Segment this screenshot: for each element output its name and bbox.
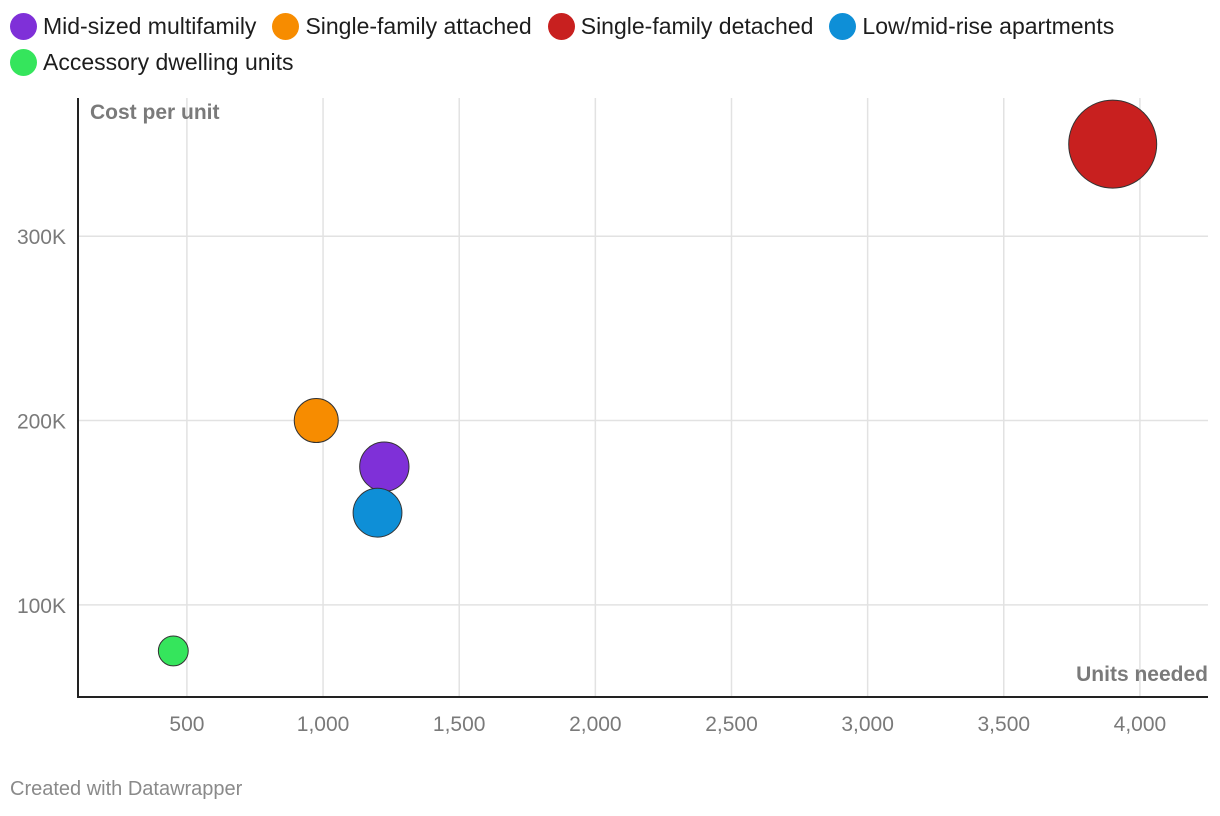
legend-swatch <box>10 48 37 76</box>
legend-swatch <box>547 12 575 40</box>
legend-label: Single-family detached <box>580 12 814 39</box>
legend-item: Single-family attached <box>272 8 532 44</box>
legend-label: Accessory dwelling units <box>43 48 294 75</box>
legend-item: Mid-sized multifamily <box>10 8 256 44</box>
x-tick-label: 1,500 <box>433 713 486 736</box>
legend-swatch <box>272 12 300 40</box>
legend-item: Single-family detached <box>547 8 814 44</box>
bubble-single-family-detached <box>1068 99 1158 189</box>
x-tick-label: 3,000 <box>841 713 894 736</box>
y-tick-label: 200K <box>17 411 66 434</box>
x-tick-label: 1,000 <box>297 713 350 736</box>
x-tick-label: 4,000 <box>1114 713 1167 736</box>
legend-item: Accessory dwelling units <box>10 44 294 80</box>
legend: Mid-sized multifamily Single-family attac… <box>10 8 1210 80</box>
legend-label: Mid-sized multifamily <box>43 12 257 39</box>
legend-swatch <box>829 12 857 40</box>
bubble-accessory-dwelling-units <box>157 635 189 667</box>
legend-swatch <box>10 12 37 40</box>
x-tick-label: 2,000 <box>569 713 622 736</box>
legend-label: Single-family attached <box>305 12 532 39</box>
x-tick-label: 2,500 <box>705 713 758 736</box>
bubble-mid-sized-multifamily <box>359 441 410 492</box>
y-axis-title: Cost per unit <box>90 101 220 124</box>
bubble-low-mid-rise-apartments <box>352 487 403 538</box>
x-axis-title: Units needed <box>1076 663 1208 686</box>
x-tick-label: 500 <box>169 713 204 736</box>
bubble-single-family-attached <box>293 398 339 444</box>
y-tick-label: 300K <box>17 226 66 249</box>
legend-item: Low/mid-rise apartments <box>829 8 1114 44</box>
footer-credit: Created with Datawrapper <box>10 778 243 800</box>
legend-label: Low/mid-rise apartments <box>862 12 1115 39</box>
y-tick-label: 100K <box>17 595 66 618</box>
x-tick-label: 3,500 <box>978 713 1031 736</box>
